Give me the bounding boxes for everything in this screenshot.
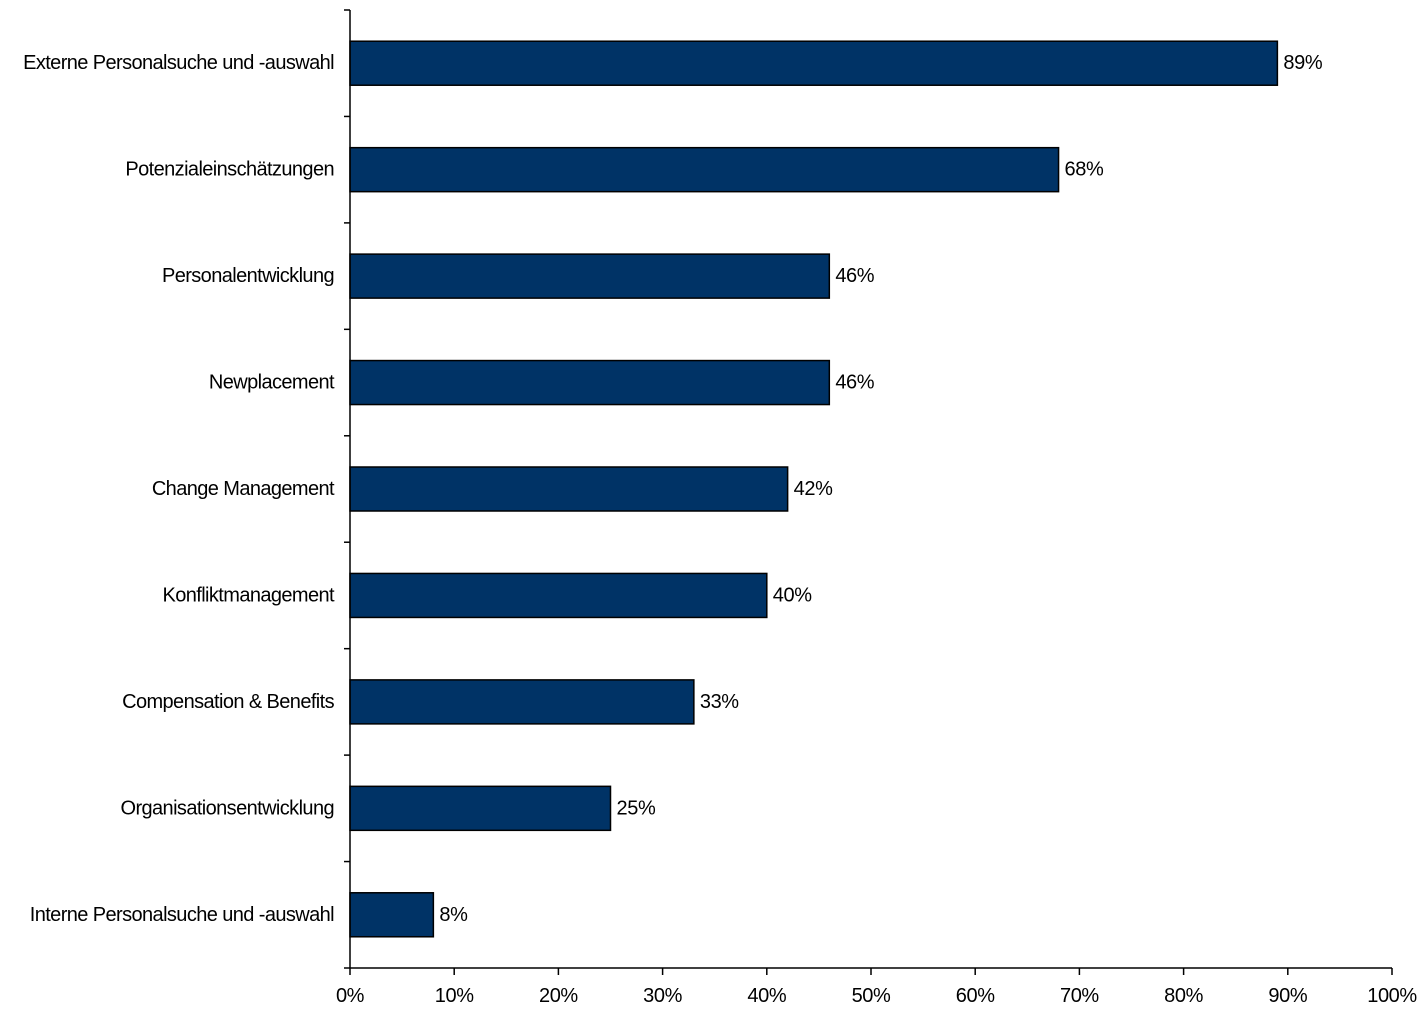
category-label: Personalentwicklung xyxy=(162,265,334,287)
axes-group xyxy=(344,9,1393,975)
data-label: 42% xyxy=(794,478,833,500)
x-tick-label: 60% xyxy=(956,985,995,1007)
x-tick-label: 80% xyxy=(1164,985,1203,1007)
bar-externe-personalsuche-und-auswahl xyxy=(349,40,1279,86)
bar-organisationsentwicklung xyxy=(349,785,612,832)
bar-change-management xyxy=(349,466,789,512)
category-label: Newplacement xyxy=(209,372,335,394)
x-tick-label: 0% xyxy=(336,985,365,1007)
category-label: Potenzialeinschätzungen xyxy=(125,159,334,181)
category-label: Compensation & Benefits xyxy=(122,691,334,713)
category-label: Konfliktmanagement xyxy=(162,584,335,606)
labels-group: Externe Personalsuche und -auswahl 89% Pot… xyxy=(23,52,1418,1007)
x-tick-label: 20% xyxy=(539,985,578,1007)
bar-interne-personalsuche-und-auswahl xyxy=(349,892,435,938)
x-tick-label: 90% xyxy=(1268,985,1307,1007)
x-tick-label: 30% xyxy=(643,985,682,1007)
data-label: 46% xyxy=(835,372,874,394)
x-tick-label: 50% xyxy=(852,985,891,1007)
x-tick-label: 70% xyxy=(1060,985,1099,1007)
data-label: 8% xyxy=(439,904,468,926)
category-label: Change Management xyxy=(152,478,335,500)
bar-konfliktmanagement xyxy=(349,572,768,619)
data-label: 68% xyxy=(1065,159,1104,181)
bar-newplacement xyxy=(349,359,831,406)
bar-potenzialeinschätzungen xyxy=(349,146,1060,193)
data-label: 33% xyxy=(700,691,739,713)
bars-group xyxy=(349,40,1279,938)
category-label: Externe Personalsuche und -auswahl xyxy=(23,52,334,74)
x-tick-label: 10% xyxy=(435,985,474,1007)
bar-compensation-benefits xyxy=(349,679,695,725)
data-label: 40% xyxy=(773,584,812,606)
x-tick-label: 100% xyxy=(1367,985,1417,1007)
category-label: Interne Personalsuche und -auswahl xyxy=(30,904,334,926)
data-label: 46% xyxy=(835,265,874,287)
data-label: 25% xyxy=(617,797,656,819)
x-tick-label: 40% xyxy=(747,985,786,1007)
category-label: Organisationsentwicklung xyxy=(120,797,334,819)
bar-personalentwicklung xyxy=(349,253,831,299)
data-label: 89% xyxy=(1283,52,1322,74)
